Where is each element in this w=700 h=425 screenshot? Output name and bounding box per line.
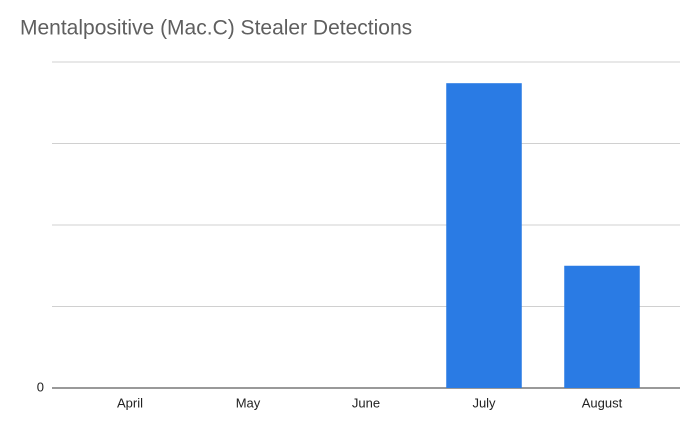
x-tick-label: July [472,395,496,410]
x-tick-label: April [117,395,143,410]
x-tick-label: May [236,395,261,410]
bar [446,83,522,388]
chart-title: Mentalpositive (Mac.C) Stealer Detection… [20,17,412,40]
x-tick-label: June [352,395,380,410]
y-tick-label: 0 [37,379,44,394]
bar [564,265,640,388]
x-tick-label: August [582,395,623,410]
